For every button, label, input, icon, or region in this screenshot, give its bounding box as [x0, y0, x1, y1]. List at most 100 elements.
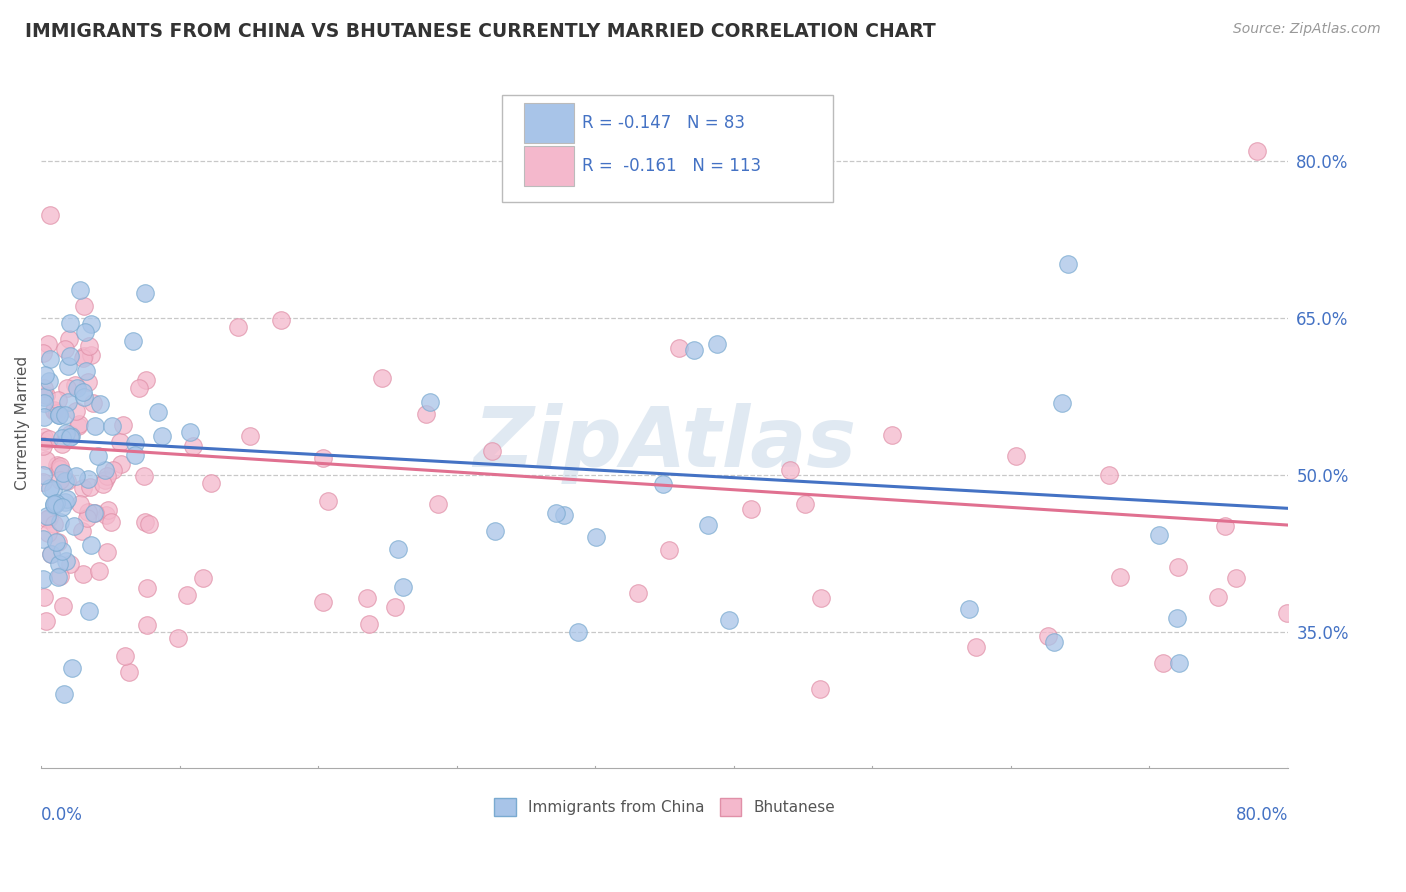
Point [35, 453, 58, 467]
Point [59, 426, 82, 441]
Point [696, 518, 718, 533]
Point [82, 396, 104, 410]
Text: R = -0.147   N = 83: R = -0.147 N = 83 [582, 114, 745, 132]
Legend: Immigrants from China, Bhutanese: Immigrants from China, Bhutanese [488, 792, 841, 822]
Point [48, 392, 70, 407]
Point [706, 336, 728, 351]
Point [740, 501, 762, 516]
Point [35, 614, 58, 628]
Point [31, 468, 53, 483]
Point [135, 373, 157, 387]
Point [72, 384, 94, 399]
Point [110, 457, 132, 471]
Point [1166, 611, 1188, 625]
Point [46, 570, 69, 584]
Point [38, 432, 60, 446]
Point [110, 435, 132, 450]
Point [52, 467, 75, 481]
Point [79, 538, 101, 552]
Point [58, 332, 80, 346]
Point [392, 580, 415, 594]
Point [427, 497, 450, 511]
Point [56, 395, 79, 409]
Point [150, 429, 173, 443]
FancyBboxPatch shape [523, 103, 574, 143]
Point [124, 436, 146, 450]
Text: 0.0%: 0.0% [41, 805, 83, 823]
Point [32, 409, 55, 424]
Point [1225, 571, 1247, 585]
Point [39, 547, 62, 561]
Point [32, 390, 55, 404]
Point [49, 516, 72, 530]
Point [135, 581, 157, 595]
Point [132, 469, 155, 483]
Point [53, 495, 76, 509]
Text: ZipAtlas: ZipAtlas [472, 403, 856, 483]
Point [51, 500, 73, 515]
Point [270, 312, 292, 326]
Point [134, 515, 156, 529]
Y-axis label: Currently Married: Currently Married [15, 356, 30, 490]
Point [67, 417, 90, 432]
Point [76, 510, 98, 524]
Point [73, 349, 96, 363]
Point [35, 508, 58, 523]
Point [191, 571, 214, 585]
FancyBboxPatch shape [502, 95, 832, 202]
Point [138, 517, 160, 532]
Point [794, 497, 817, 511]
Point [484, 524, 506, 538]
Point [357, 617, 380, 632]
Point [101, 419, 124, 434]
Point [69, 284, 91, 298]
Point [76, 472, 98, 486]
Point [48, 473, 70, 487]
Point [134, 285, 156, 300]
Point [49, 458, 72, 473]
Point [66, 381, 89, 395]
Point [59, 557, 82, 571]
Point [39, 481, 62, 495]
Point [146, 405, 169, 419]
Point [176, 588, 198, 602]
Point [59, 349, 82, 363]
Point [384, 600, 406, 615]
Point [46, 535, 69, 549]
Point [73, 390, 96, 404]
Point [1109, 570, 1132, 584]
Point [779, 463, 801, 477]
Point [96, 469, 118, 483]
Point [627, 586, 650, 600]
Point [89, 564, 111, 578]
Point [80, 317, 103, 331]
Point [48, 558, 70, 572]
Point [419, 395, 441, 409]
Point [810, 682, 832, 697]
Point [544, 506, 567, 520]
Point [124, 448, 146, 462]
Point [1167, 656, 1189, 670]
Point [1275, 607, 1298, 621]
Point [46, 458, 69, 472]
Point [44, 404, 66, 418]
Point [60, 661, 83, 675]
Point [38, 208, 60, 222]
Point [37, 525, 59, 540]
Point [89, 397, 111, 411]
Point [181, 439, 204, 453]
Point [371, 371, 394, 385]
Point [65, 468, 87, 483]
Text: IMMIGRANTS FROM CHINA VS BHUTANESE CURRENTLY MARRIED CORRELATION CHART: IMMIGRANTS FROM CHINA VS BHUTANESE CURRE… [25, 22, 936, 41]
Point [42, 403, 65, 417]
Point [1147, 528, 1170, 542]
Point [101, 463, 124, 477]
Text: Source: ZipAtlas.com: Source: ZipAtlas.com [1233, 22, 1381, 37]
Point [49, 569, 72, 583]
Point [239, 429, 262, 443]
Point [38, 510, 60, 524]
Point [53, 474, 76, 488]
Point [1057, 257, 1080, 271]
Point [32, 396, 55, 410]
Point [70, 524, 93, 538]
